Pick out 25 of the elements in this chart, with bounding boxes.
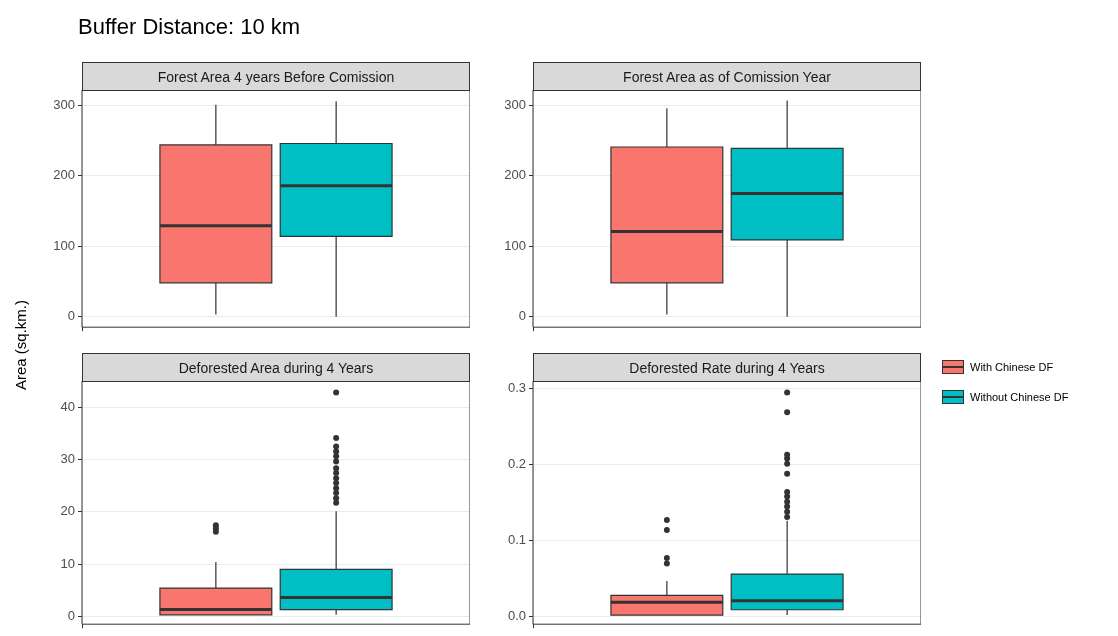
chart-title: Deforested Rate during 4 Years bbox=[533, 353, 921, 382]
y-tick-label: 300 bbox=[504, 97, 526, 113]
chart-title: Deforested Area during 4 Years bbox=[82, 353, 470, 382]
y-tick-label: 0 bbox=[518, 308, 526, 324]
y-tick-label: 10 bbox=[60, 555, 75, 571]
y-tick-label: 0.2 bbox=[507, 456, 526, 472]
y-tick-label: 0 bbox=[67, 607, 75, 623]
y-tick-label: 300 bbox=[53, 97, 75, 113]
y-tick-label: 40 bbox=[60, 398, 75, 414]
text: Buffer Distance: 10 km bbox=[78, 14, 301, 40]
chart-title: Forest Area as of Comission Year bbox=[533, 62, 921, 91]
chart-title: Forest Area 4 years Before Comission bbox=[82, 62, 470, 91]
y-tick-label: 30 bbox=[60, 451, 75, 467]
y-tick-label: 0.3 bbox=[507, 380, 526, 396]
legend-label: Without Chinese DF bbox=[970, 391, 1069, 403]
y-tick-label: 100 bbox=[53, 237, 75, 253]
y-tick-label: 200 bbox=[53, 167, 75, 183]
y-tick-label: 0.1 bbox=[507, 532, 526, 548]
y-tick-label: 0.0 bbox=[507, 608, 526, 624]
y-tick-label: 200 bbox=[504, 167, 526, 183]
y-tick-label: 0 bbox=[67, 308, 75, 324]
legend-label: With Chinese DF bbox=[970, 361, 1054, 373]
y-tick-label: 100 bbox=[504, 237, 526, 253]
y-axis-title: Area (sq.km.) bbox=[11, 299, 29, 391]
y-tick-label: 20 bbox=[60, 503, 75, 519]
